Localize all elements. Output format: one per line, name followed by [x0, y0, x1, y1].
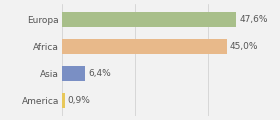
Bar	[62, 12, 236, 27]
Bar	[62, 66, 85, 81]
Bar	[62, 39, 227, 54]
Text: 45,0%: 45,0%	[230, 42, 258, 51]
Text: 6,4%: 6,4%	[88, 69, 111, 78]
Bar	[62, 93, 65, 108]
Text: 47,6%: 47,6%	[239, 15, 268, 24]
Text: 0,9%: 0,9%	[68, 96, 91, 105]
